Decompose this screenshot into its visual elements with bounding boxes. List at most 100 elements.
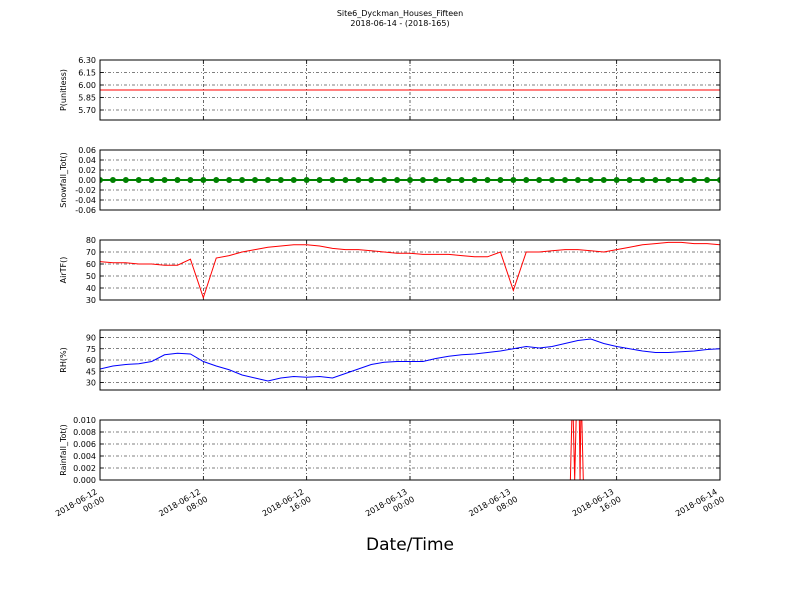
data-point — [613, 177, 620, 183]
data-point — [148, 177, 155, 183]
y-tick-label: -0.02 — [75, 186, 96, 195]
data-point — [355, 177, 362, 183]
y-tick-label: 0.006 — [73, 440, 96, 449]
data-point — [407, 177, 413, 183]
chart-subtitle: 2018-06-14 - (2018-165) — [350, 19, 449, 28]
chart-title: Site6_Dyckman_Houses_Fifteen — [337, 9, 463, 18]
y-tick-label: 60 — [86, 356, 96, 365]
y-axis-label: Snowfall_Tot() — [59, 152, 68, 208]
x-tick-label: 2018-06-13 00:00 — [364, 486, 416, 527]
axes-frame — [99, 59, 721, 121]
data-point — [432, 177, 439, 183]
data-point — [704, 177, 711, 183]
y-tick-label: 30 — [86, 296, 96, 305]
y-axis-label: Rainfall_Tot() — [59, 424, 68, 476]
y-tick-label: 0.04 — [78, 156, 96, 165]
data-point — [135, 177, 142, 183]
data-point — [239, 177, 246, 183]
y-tick-label: 0.004 — [73, 452, 96, 461]
data-point — [523, 177, 530, 183]
data-point — [394, 177, 401, 183]
data-point — [419, 177, 426, 183]
data-point — [626, 177, 633, 183]
data-point — [342, 177, 349, 183]
y-tick-label: 0.06 — [78, 146, 96, 155]
y-tick-label: 60 — [86, 260, 96, 269]
y-tick-label: 0.010 — [73, 416, 96, 425]
y-tick-label: 30 — [86, 379, 96, 388]
data-point — [329, 177, 336, 183]
data-point — [100, 177, 103, 183]
plot-area — [100, 420, 720, 480]
y-tick-label: 0.02 — [78, 166, 96, 175]
axes-frame — [99, 419, 721, 481]
y-tick-label: 0.000 — [73, 476, 96, 485]
data-line — [100, 420, 720, 480]
plot-area — [100, 177, 720, 183]
y-tick-label: 5.70 — [78, 106, 96, 115]
y-tick-label: 0.002 — [73, 464, 96, 473]
x-tick-label: 2018-06-12 08:00 — [157, 486, 209, 527]
data-point — [574, 177, 581, 183]
axes-frame — [99, 329, 721, 391]
data-point — [510, 177, 517, 183]
data-point — [484, 177, 491, 183]
data-point — [458, 177, 465, 183]
y-tick-label: 50 — [86, 272, 96, 281]
y-tick-label: 6.15 — [78, 69, 96, 78]
axes-frame — [99, 149, 721, 211]
y-tick-label: -0.04 — [75, 196, 96, 205]
data-point — [587, 177, 594, 183]
y-tick-label: 6.00 — [78, 81, 96, 90]
y-tick-label: -0.06 — [75, 206, 96, 215]
data-point — [665, 177, 672, 183]
data-point — [213, 177, 220, 183]
data-point — [200, 177, 207, 183]
y-tick-label: 0.008 — [73, 428, 96, 437]
data-point — [562, 177, 568, 183]
x-tick-label: 2018-06-12 16:00 — [261, 486, 313, 527]
y-axis-label: P(unitless) — [59, 69, 68, 111]
x-tick-label: 2018-06-14 00:00 — [674, 486, 726, 527]
data-point — [290, 177, 297, 183]
y-tick-label: 70 — [86, 248, 96, 257]
plot-area — [100, 241, 720, 300]
data-point — [161, 177, 168, 183]
data-point — [368, 177, 375, 183]
data-point — [536, 177, 543, 183]
data-point — [264, 177, 271, 183]
x-tick-label: 2018-06-13 16:00 — [571, 486, 623, 527]
data-point — [174, 177, 181, 183]
x-axis-label: Date/Time — [366, 535, 454, 555]
data-point — [381, 177, 388, 183]
data-point — [122, 177, 129, 183]
data-point — [445, 177, 452, 183]
y-axis-label: RH(%) — [59, 347, 68, 372]
data-point — [277, 177, 284, 183]
data-point — [652, 177, 659, 183]
plot-area — [100, 338, 720, 382]
y-tick-label: 80 — [86, 236, 96, 245]
data-point — [226, 177, 233, 183]
y-tick-label: 40 — [86, 284, 96, 293]
x-tick-label: 2018-06-13 08:00 — [467, 486, 519, 527]
x-tick-label: 2018-06-12 00:00 — [54, 486, 106, 527]
data-point — [471, 177, 478, 183]
data-point — [678, 177, 685, 183]
y-tick-label: 45 — [86, 367, 96, 376]
data-point — [303, 177, 310, 183]
y-tick-label: 90 — [86, 334, 96, 343]
data-point — [316, 177, 323, 183]
data-point — [497, 177, 504, 183]
data-point — [639, 177, 646, 183]
data-point — [600, 177, 607, 183]
data-point — [252, 177, 258, 183]
data-point — [691, 177, 698, 183]
y-tick-label: 0.00 — [78, 176, 96, 185]
y-tick-label: 5.85 — [78, 94, 96, 103]
axes-frame — [99, 239, 721, 301]
data-point — [717, 177, 720, 183]
data-line — [100, 241, 720, 300]
data-point — [109, 177, 116, 183]
